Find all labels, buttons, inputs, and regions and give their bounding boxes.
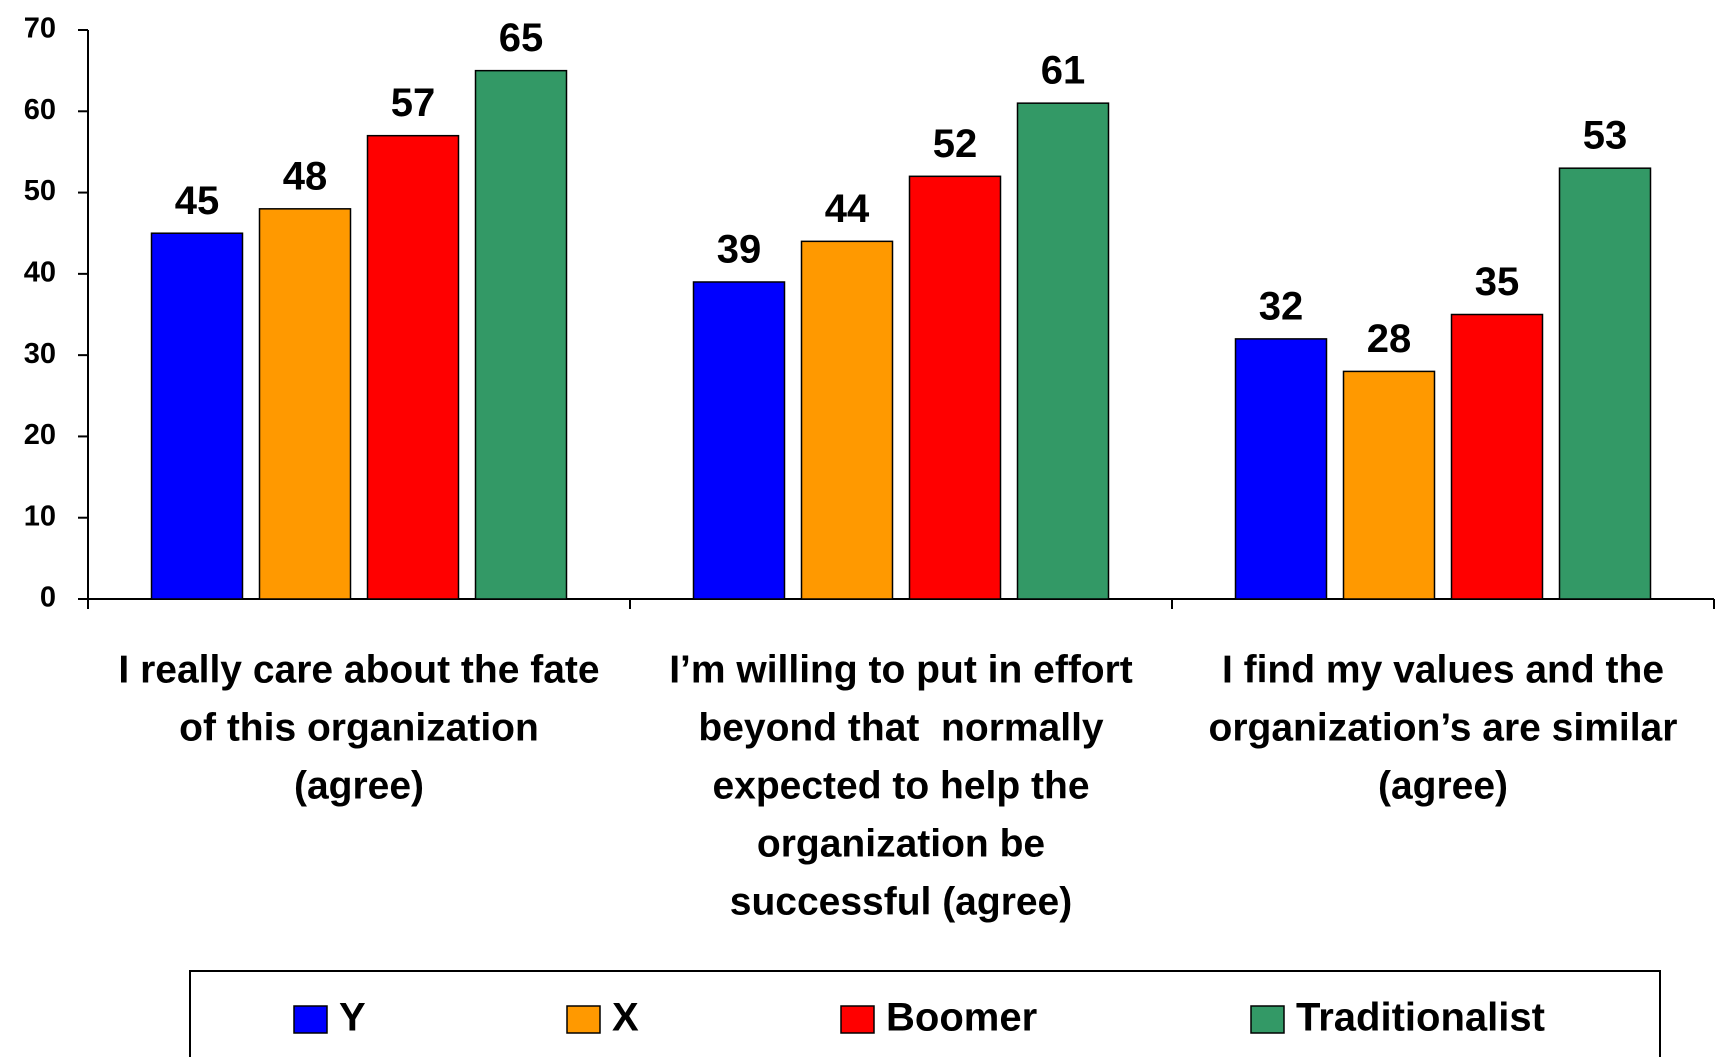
bar [1558,167,1652,600]
x-tick-label: I’m willing to put in effort [669,648,1133,691]
y-tick-label: 60 [24,94,56,126]
bar [258,208,352,600]
bar [150,232,244,600]
bar [366,134,460,600]
x-tick-label: (agree) [294,764,424,807]
value-label: 53 [1583,114,1628,158]
legend-box [189,970,1661,1057]
legend-swatch [1250,1005,1285,1034]
legend-label: Y [339,996,366,1040]
legend-label: X [612,996,639,1040]
value-label: 65 [499,16,544,60]
bar [1234,338,1328,600]
x-tick-label: I find my values and the [1222,648,1664,691]
x-tick-label: successful (agree) [730,880,1073,923]
x-tick-label: expected to help the [712,764,1089,807]
value-label: 52 [933,122,978,166]
y-tick-label: 20 [24,419,56,451]
value-label: 32 [1259,284,1304,328]
value-label: 61 [1041,49,1086,93]
legend-label: Boomer [886,996,1037,1040]
x-tick-label: organization be [757,822,1045,865]
legend-swatch [840,1005,875,1034]
value-label: 45 [175,179,220,223]
bar [474,69,568,600]
y-tick-label: 0 [40,582,56,614]
x-tick-label: I really care about the fate [118,648,599,691]
bar [908,175,1002,600]
value-label: 28 [1367,317,1412,361]
legend-swatch [293,1005,328,1034]
x-tick-label: of this organization [179,706,539,749]
x-tick-label: (agree) [1378,764,1508,807]
legend-swatch [566,1005,601,1034]
value-label: 39 [717,228,762,272]
y-tick-label: 10 [24,500,56,532]
value-label: 44 [825,187,870,231]
x-tick-label: beyond that normally [698,706,1104,749]
x-tick-label: organization’s are similar [1209,706,1678,749]
bar [1342,370,1436,600]
bar [800,240,894,600]
value-label: 48 [283,154,328,198]
bar [692,281,786,600]
bar [1450,313,1544,600]
y-tick-label: 50 [24,175,56,207]
y-tick-label: 70 [24,13,56,45]
y-tick-label: 40 [24,257,56,289]
value-label: 57 [391,81,436,125]
y-tick-label: 30 [24,338,56,370]
value-label: 35 [1475,260,1520,304]
bar [1016,102,1110,600]
legend-label: Traditionalist [1296,996,1545,1040]
